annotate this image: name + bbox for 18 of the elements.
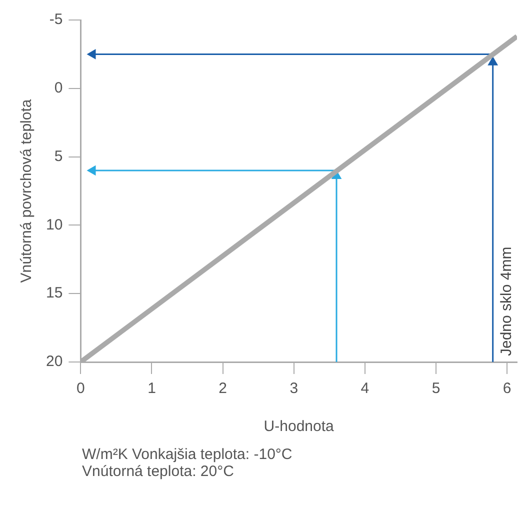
x-tick-label: 5 (432, 380, 440, 398)
y-tick-label: 5 (54, 148, 63, 165)
y-tick-label: -5 (49, 11, 63, 28)
y-tick-label: 0 (54, 80, 63, 97)
x-tick-label: 2 (218, 380, 227, 398)
y-tick-label: 15 (46, 284, 63, 302)
x-tick-label: 3 (290, 380, 298, 398)
y-tick-label: 10 (46, 216, 63, 234)
y-axis-title: Vnútorná povrchová teplota (18, 98, 36, 283)
text: Vnútorná teplota: 20°C (82, 463, 235, 480)
x-axis-title: U-hodnota (264, 418, 335, 436)
x-tick-label: 1 (148, 380, 156, 398)
x-tick-label: 6 (502, 380, 512, 398)
y-tick-label: 20 (46, 353, 63, 370)
text: W/m²K Vonkajšia teplota: -10°C (82, 446, 294, 463)
x-tick-label: 0 (76, 380, 85, 398)
annotation: Jedno sklo 4mm (498, 246, 515, 356)
x-tick-label: 4 (360, 380, 370, 398)
